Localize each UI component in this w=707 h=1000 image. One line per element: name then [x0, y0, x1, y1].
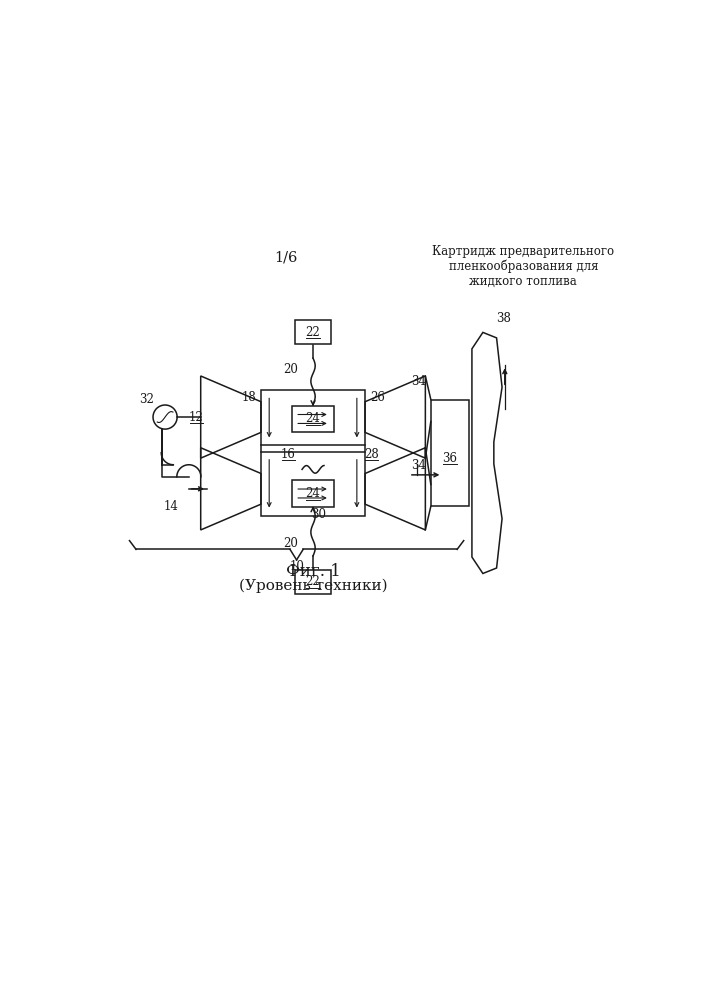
Text: 38: 38 [496, 312, 511, 325]
Text: 1/6: 1/6 [274, 250, 298, 264]
Text: 32: 32 [139, 393, 154, 406]
Text: 26: 26 [370, 391, 385, 404]
Text: 16: 16 [281, 448, 296, 461]
Text: 12: 12 [189, 411, 204, 424]
Text: 20: 20 [284, 537, 298, 550]
Bar [293, 406, 334, 432]
Bar [296, 320, 331, 344]
Text: 28: 28 [364, 448, 379, 461]
Text: 20: 20 [284, 363, 298, 376]
Text: 24: 24 [305, 412, 320, 425]
Text: 34: 34 [411, 375, 426, 388]
Text: 36: 36 [443, 452, 457, 465]
Text: Картридж предварительного
пленкообразования для
жидкого топлива: Картридж предварительного пленкообразова… [432, 245, 614, 288]
Text: (Уровень техники): (Уровень техники) [239, 579, 387, 593]
Bar [293, 480, 334, 507]
Text: 24: 24 [305, 487, 320, 500]
Bar [431, 400, 469, 506]
Text: 14: 14 [163, 500, 178, 513]
Text: 30: 30 [311, 508, 326, 521]
Bar [296, 570, 331, 594]
Text: 10: 10 [289, 560, 304, 573]
Text: 22: 22 [305, 575, 320, 588]
Text: 18: 18 [242, 391, 257, 404]
Bar [261, 390, 365, 516]
Text: Фиг. 1: Фиг. 1 [286, 563, 341, 580]
Text: 34: 34 [411, 459, 426, 472]
Text: 22: 22 [305, 326, 320, 339]
